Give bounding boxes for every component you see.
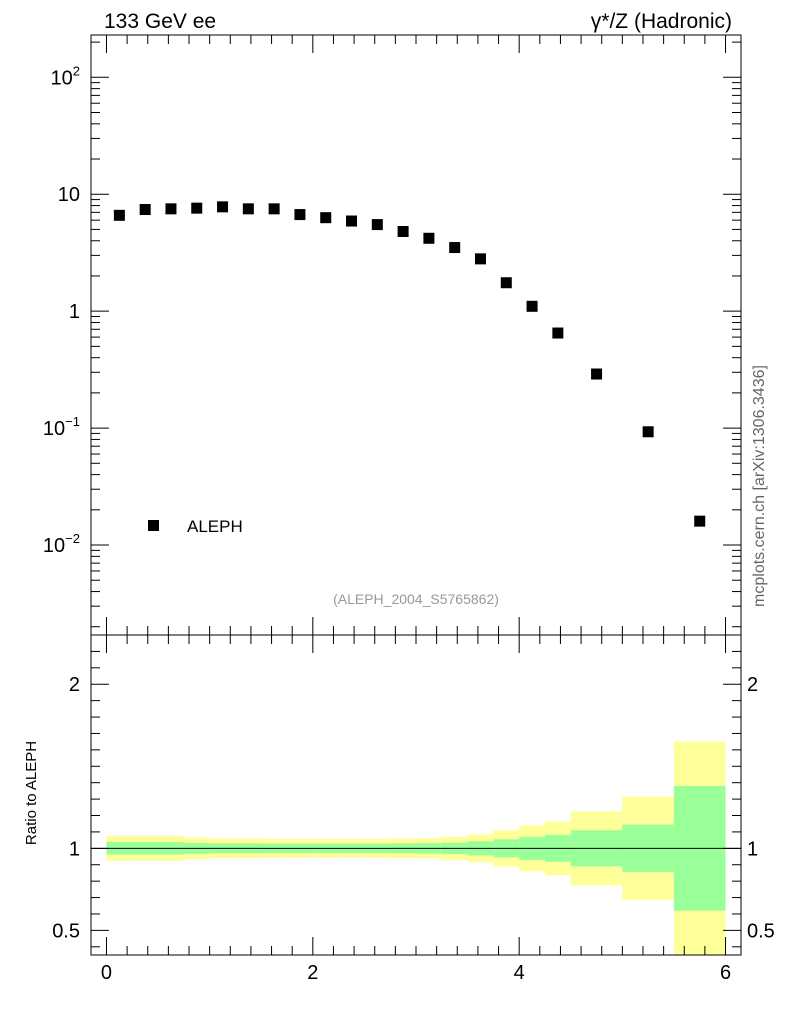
main-y-tick-label: 10 bbox=[58, 184, 80, 206]
title-rest: /Z (Hadronic) bbox=[609, 10, 732, 33]
data-point bbox=[320, 212, 332, 224]
ratio-axis-ticks bbox=[91, 635, 741, 955]
data-point bbox=[449, 242, 461, 254]
tick-label-exponent: −1 bbox=[65, 414, 80, 429]
analysis-label: (ALEPH_2004_S5765862) bbox=[333, 591, 499, 607]
ratio-y-tick-label-right: 1 bbox=[747, 838, 758, 860]
main-y-tick-label: 102 bbox=[51, 63, 80, 89]
plot-title-left: 133 GeV ee bbox=[104, 10, 216, 33]
title-symbol: γ* bbox=[591, 10, 610, 33]
tick-label-base: 1 bbox=[69, 301, 80, 323]
ratio-y-tick-label-right: 2 bbox=[747, 674, 758, 696]
ratio-panel: 0.5 0.5 1 1 2 2 0 2 4 6 Ratio to ALEPH bbox=[23, 634, 775, 984]
data-points bbox=[113, 201, 706, 527]
watermark: mcplots.cern.ch [arXiv:1306.3436] bbox=[751, 365, 768, 607]
x-tick-label: 6 bbox=[720, 962, 731, 984]
legend-marker bbox=[148, 520, 159, 531]
data-point bbox=[591, 368, 603, 380]
ratio-y-tick-labels: 0.5 0.5 1 1 2 2 bbox=[52, 674, 775, 942]
data-point bbox=[371, 219, 383, 231]
legend-label: ALEPH bbox=[187, 517, 243, 536]
data-point bbox=[474, 253, 486, 265]
data-point bbox=[217, 201, 229, 213]
data-point bbox=[139, 204, 151, 216]
tick-label-base: 10 bbox=[43, 418, 65, 440]
data-point bbox=[346, 215, 358, 227]
tick-label-base: 10 bbox=[51, 67, 73, 89]
tick-label-base: 10 bbox=[58, 184, 80, 206]
legend: ALEPH bbox=[148, 517, 243, 536]
x-tick-label: 0 bbox=[101, 962, 112, 984]
tick-label-exponent: 2 bbox=[73, 63, 80, 78]
data-point bbox=[642, 426, 654, 438]
data-point bbox=[191, 202, 203, 214]
main-y-tick-label: 1 bbox=[69, 301, 80, 323]
tick-label-base: 10 bbox=[43, 535, 65, 557]
data-point bbox=[526, 300, 538, 312]
x-tick-label: 4 bbox=[514, 962, 525, 984]
ratio-frame bbox=[90, 634, 742, 956]
data-point bbox=[165, 203, 177, 215]
ratio-y-tick-label-right: 0.5 bbox=[747, 920, 775, 942]
x-tick-labels: 0 2 4 6 bbox=[101, 962, 731, 984]
data-point bbox=[552, 327, 564, 339]
main-y-tick-label: 10−2 bbox=[43, 531, 80, 557]
main-axis-ticks bbox=[91, 35, 741, 635]
x-tick-label: 2 bbox=[307, 962, 318, 984]
tick-label-exponent: −2 bbox=[65, 531, 80, 546]
data-point bbox=[294, 209, 306, 221]
plot-title-right: γ*/Z (Hadronic) bbox=[591, 10, 732, 33]
ratio-y-tick-label-left: 0.5 bbox=[52, 920, 80, 942]
ratio-y-axis-label: Ratio to ALEPH bbox=[23, 741, 40, 845]
ratio-y-tick-label-left: 2 bbox=[69, 674, 80, 696]
ratio-y-tick-label-left: 1 bbox=[69, 838, 80, 860]
data-point bbox=[500, 277, 512, 289]
data-point bbox=[397, 225, 409, 237]
main-frame bbox=[90, 34, 742, 636]
data-point bbox=[423, 232, 435, 244]
data-point bbox=[113, 209, 125, 221]
data-point bbox=[694, 515, 706, 527]
main-y-tick-label: 10−1 bbox=[43, 414, 80, 440]
data-point bbox=[268, 203, 280, 215]
data-point bbox=[242, 203, 254, 215]
